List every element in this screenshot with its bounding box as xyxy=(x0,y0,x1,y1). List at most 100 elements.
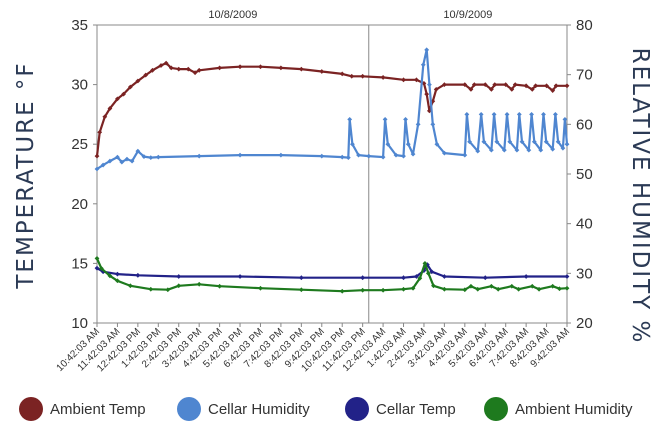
data-point xyxy=(482,275,488,281)
data-point xyxy=(478,112,484,117)
data-point xyxy=(185,66,191,72)
data-point xyxy=(401,286,406,292)
data-point xyxy=(148,155,154,161)
data-point xyxy=(495,286,501,292)
data-point xyxy=(380,154,386,160)
data-point xyxy=(492,82,498,87)
data-point xyxy=(403,116,408,122)
left-tick-label: 20 xyxy=(71,196,88,213)
data-point xyxy=(94,265,100,271)
series-ambient-temp xyxy=(94,60,570,159)
right-tick-label: 30 xyxy=(576,265,593,282)
data-point xyxy=(471,82,477,87)
legend-item: Ambient Humidity xyxy=(484,397,633,421)
data-point xyxy=(102,114,108,120)
right-tick-label: 20 xyxy=(576,315,593,332)
data-point xyxy=(237,64,243,70)
data-point xyxy=(168,65,174,71)
data-point xyxy=(501,147,507,153)
data-point xyxy=(339,154,345,160)
data-point xyxy=(94,166,100,172)
data-point xyxy=(441,150,447,156)
data-point xyxy=(107,158,113,164)
data-point xyxy=(488,147,494,153)
data-point xyxy=(519,139,525,145)
data-point xyxy=(135,148,141,154)
data-point xyxy=(356,152,361,158)
data-point xyxy=(431,283,436,289)
data-point xyxy=(410,285,416,291)
left-tick-label: 25 xyxy=(71,136,88,153)
data-point xyxy=(509,86,515,92)
data-point xyxy=(217,283,223,289)
data-point xyxy=(533,83,539,89)
legend-swatch xyxy=(484,397,508,421)
data-point xyxy=(414,274,419,279)
data-point xyxy=(529,86,535,92)
data-point xyxy=(441,274,447,279)
data-point xyxy=(129,158,135,164)
data-point xyxy=(441,286,447,292)
data-point xyxy=(538,147,544,153)
data-point xyxy=(349,73,355,79)
data-point xyxy=(155,154,161,160)
data-point xyxy=(441,82,447,87)
data-point xyxy=(298,66,304,72)
data-point xyxy=(488,283,494,289)
data-point xyxy=(382,116,388,122)
data-point xyxy=(482,82,488,87)
right-axis-title: RELATIVE HUMIDITY % xyxy=(627,48,653,345)
data-point xyxy=(429,269,435,275)
data-point xyxy=(462,82,468,87)
data-point xyxy=(507,139,513,145)
data-point xyxy=(536,286,542,292)
data-point xyxy=(424,47,430,53)
left-tick-label: 10 xyxy=(71,315,88,332)
data-point xyxy=(503,82,509,87)
data-point xyxy=(278,152,284,158)
data-point xyxy=(417,275,423,281)
data-point xyxy=(366,153,372,159)
data-point xyxy=(555,139,561,145)
legend: Ambient Temp Cellar Humidity Cellar Temp Am… xyxy=(19,397,633,421)
legend-label: Ambient Temp xyxy=(50,401,146,418)
data-point xyxy=(393,152,399,158)
data-point xyxy=(298,275,304,281)
data-point xyxy=(544,83,549,89)
data-point xyxy=(512,82,518,87)
data-point xyxy=(158,63,164,68)
data-point xyxy=(401,153,406,159)
data-point xyxy=(148,286,154,292)
data-point xyxy=(121,91,126,97)
data-point xyxy=(422,261,428,266)
data-point xyxy=(237,274,243,279)
data-point xyxy=(360,287,366,293)
data-point xyxy=(430,121,436,127)
data-point xyxy=(115,271,120,277)
data-point xyxy=(192,70,198,76)
right-tick-label: 60 xyxy=(576,116,593,133)
data-point xyxy=(468,283,474,289)
data-point xyxy=(475,286,481,292)
data-point xyxy=(196,153,202,159)
data-point xyxy=(100,162,106,168)
data-point xyxy=(350,141,355,147)
data-point xyxy=(127,84,133,90)
data-point xyxy=(529,283,535,289)
data-point xyxy=(526,147,532,153)
right-tick-label: 70 xyxy=(576,67,593,84)
legend-label: Cellar Temp xyxy=(376,401,456,418)
data-point xyxy=(176,66,182,72)
legend-swatch xyxy=(177,397,201,421)
data-point xyxy=(557,286,562,292)
date-label: 10/9/2009 xyxy=(443,9,492,21)
data-point xyxy=(258,64,263,70)
data-point xyxy=(488,86,494,92)
date-labels: 10/8/2009 10/9/2009 xyxy=(208,9,492,21)
data-point xyxy=(401,77,406,83)
left-tick-label: 35 xyxy=(71,17,88,34)
data-point xyxy=(124,156,130,162)
left-axis-title: TEMPERATURE °F xyxy=(13,61,39,289)
legend-label: Ambient Humidity xyxy=(515,401,633,418)
